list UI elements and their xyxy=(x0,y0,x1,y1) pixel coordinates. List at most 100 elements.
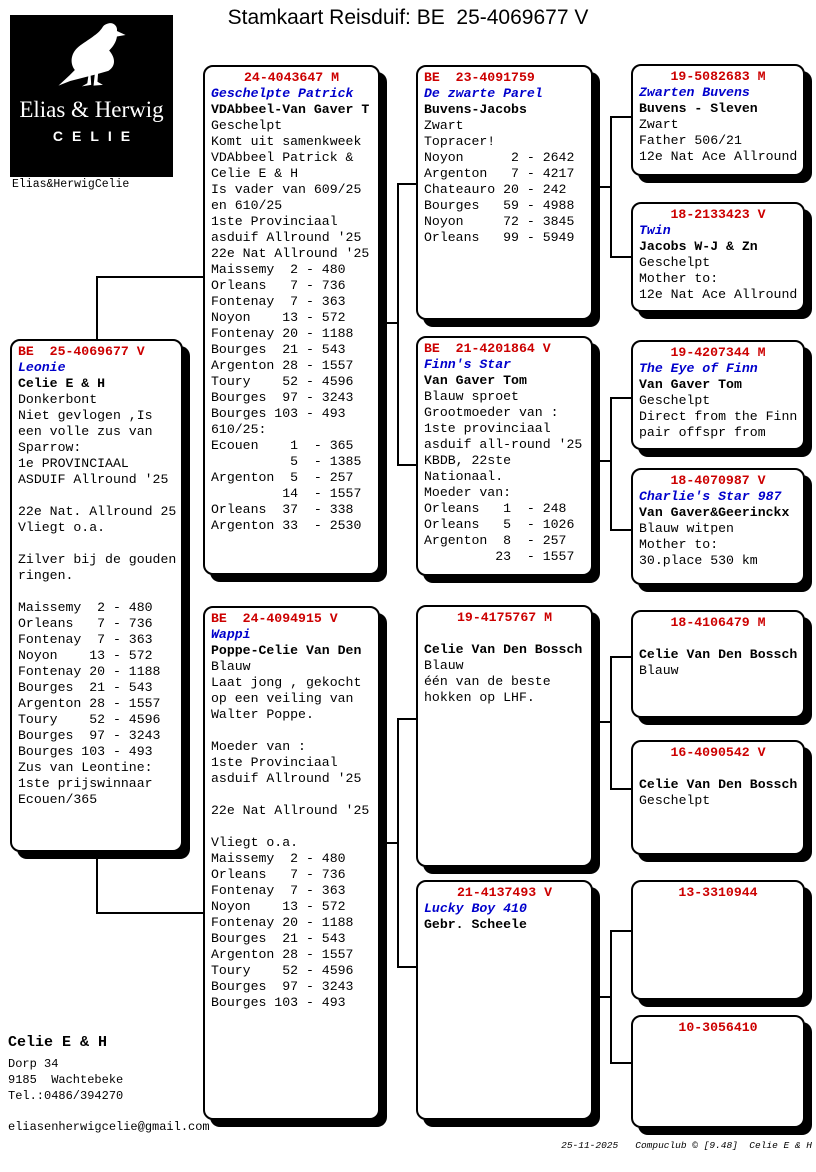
connector-line xyxy=(610,397,631,399)
connector-line xyxy=(96,276,203,278)
connector-line xyxy=(397,464,416,466)
logo-celie-text: CELIE xyxy=(52,128,140,144)
breeder-line: Celie E & H xyxy=(18,376,106,391)
breeder-line: Jacobs W-J & Zn xyxy=(639,239,758,254)
pigeon-name: Leonie xyxy=(18,360,66,375)
pigeon-name: Wappi xyxy=(211,627,251,642)
owner-address: Dorp 34 9185 Wachtebeke Tel.:0486/394270 xyxy=(8,1057,124,1103)
connector-line xyxy=(593,996,611,998)
pigeon-details: Geschelpt Mother to: 12e Nat Ace Allroun… xyxy=(639,255,798,302)
breeder-line xyxy=(639,1052,797,1068)
connector-line xyxy=(610,397,612,531)
connector-line xyxy=(96,276,98,341)
pigeon-name: Charlie's Star 987 xyxy=(639,489,782,504)
pedigree-box-fmm: 18-4070987 V Charlie's Star 987 Van Gave… xyxy=(631,468,805,585)
ring-number: 24-4043647 M xyxy=(244,70,339,85)
logo-name-text: Elias & Herwig xyxy=(19,97,164,122)
pigeon-details: Blauw witpen Mother to: 30.place 530 km xyxy=(639,521,758,568)
breeder-line: VDAbbeel-Van Gaver T xyxy=(211,102,370,117)
pedigree-box-fff: 19-5082683 M Zwarten Buvens Buvens - Sle… xyxy=(631,64,805,176)
pigeon-icon xyxy=(53,15,131,98)
breeder-line: Van Gaver&Geerinckx xyxy=(639,505,790,520)
pedigree-box-mfm: 16-4090542 V Celie Van Den Bossch Gesche… xyxy=(631,740,805,855)
ring-number: 13-3310944 xyxy=(678,885,758,900)
breeder-line: Celie Van Den Bossch xyxy=(639,647,798,662)
breeder-line: Poppe-Celie Van Den xyxy=(211,643,362,658)
pigeon-details: Geschelpt Komt uit samenkweek VDAbbeel P… xyxy=(211,118,370,533)
ring-number: 18-2133423 V xyxy=(670,207,766,222)
connector-line xyxy=(610,930,631,932)
pedigree-box-mmm: 10-3056410 xyxy=(631,1015,805,1128)
pigeon-name xyxy=(639,1036,797,1052)
connector-line xyxy=(610,930,612,1064)
breeder-line: Celie Van Den Bossch xyxy=(424,642,583,657)
pigeon-name xyxy=(639,901,797,917)
pigeon-name: Finn's Star xyxy=(424,357,512,372)
connector-line xyxy=(610,256,631,258)
ring-number: 16-4090542 V xyxy=(670,745,766,760)
connector-line xyxy=(610,788,631,790)
pigeon-name xyxy=(424,626,585,642)
pigeon-name: The Eye of Finn xyxy=(639,361,758,376)
breeder-line: Celie Van Den Bossch xyxy=(639,777,798,792)
connector-line xyxy=(593,186,611,188)
breeder-line: Buvens - Sleven xyxy=(639,101,758,116)
ring-number: 18-4106479 M xyxy=(670,615,766,630)
ring-number: 18-4070987 V xyxy=(670,473,766,488)
pigeon-details: Donkerbont Niet gevlogen ,Is een volle z… xyxy=(18,392,177,807)
pedigree-box-mff: 18-4106479 M Celie Van Den Bossch Blauw xyxy=(631,610,805,718)
pigeon-details: Geschelpt Direct from the Finn pair offs… xyxy=(639,393,798,440)
connector-line xyxy=(397,183,399,466)
connector-line xyxy=(593,721,611,723)
connector-line xyxy=(397,718,416,720)
pigeon-name: Zwarten Buvens xyxy=(639,85,750,100)
ring-number: BE 21-4201864 V xyxy=(424,341,551,356)
pedigree-box-ffm: 18-2133423 V Twin Jacobs W-J & Zn Gesche… xyxy=(631,202,805,312)
connector-line xyxy=(397,183,416,185)
ring-number: BE 25-4069677 V xyxy=(18,344,145,359)
footer-print-info: 25-11-2025 Compuclub © [9.48] Celie E & … xyxy=(561,1140,812,1151)
connector-line xyxy=(380,842,398,844)
pedigree-box-fmf: 19-4207344 M The Eye of Finn Van Gaver T… xyxy=(631,340,805,450)
pigeon-details: Blauw Laat jong , gekocht op een veiling… xyxy=(211,659,370,1010)
pigeon-name xyxy=(639,631,797,647)
owner-email: eliasenherwigcelie@gmail.com xyxy=(8,1120,210,1134)
ring-number: 21-4137493 V xyxy=(457,885,552,900)
pigeon-details: Blauw xyxy=(639,663,679,678)
connector-line xyxy=(610,116,612,258)
pigeon-details: Zwart Topracer! Noyon 2 - 2642 Argenton … xyxy=(424,118,575,245)
connector-line xyxy=(593,460,611,462)
ring-number: 19-4175767 M xyxy=(457,610,552,625)
pigeon-details: Geschelpt xyxy=(639,793,711,808)
pedigree-box-fm: BE 21-4201864 V Finn's Star Van Gaver To… xyxy=(416,336,593,576)
connector-line xyxy=(610,656,612,790)
breeder-line: Buvens-Jacobs xyxy=(424,102,527,117)
pedigree-box-father: 24-4043647 M Geschelpte Patrick VDAbbeel… xyxy=(203,65,380,575)
connector-line xyxy=(96,852,98,914)
logo-caption: Elias&HerwigCelie xyxy=(12,178,130,191)
pedigree-box-mm: 21-4137493 V Lucky Boy 410 Gebr. Scheele xyxy=(416,880,593,1120)
ring-number: 19-4207344 M xyxy=(670,345,766,360)
page-title: Stamkaart Reisduif: BE 25-4069677 V xyxy=(227,6,589,29)
breeder-line: Van Gaver Tom xyxy=(639,377,742,392)
pigeon-name: Lucky Boy 410 xyxy=(424,901,527,916)
connector-line xyxy=(96,912,203,914)
pigeon-name: Twin xyxy=(639,223,671,238)
ring-number: BE 24-4094915 V xyxy=(211,611,338,626)
ring-number: 10-3056410 xyxy=(678,1020,758,1035)
pedigree-box-mf: 19-4175767 M Celie Van Den Bossch Blauw … xyxy=(416,605,593,867)
owner-name: Celie E & H xyxy=(8,1034,108,1051)
connector-line xyxy=(397,966,416,968)
pigeon-name: De zwarte Parel xyxy=(424,86,543,101)
pigeon-details: Blauw sproet Grootmoeder van : 1ste prov… xyxy=(424,389,583,564)
pigeon-name xyxy=(639,761,797,777)
breeder-line: Van Gaver Tom xyxy=(424,373,527,388)
connector-line xyxy=(610,529,631,531)
breeder-line xyxy=(639,917,797,933)
connector-line xyxy=(610,116,631,118)
pigeon-name: Geschelpte Patrick xyxy=(211,86,354,101)
pedigree-box-subject: BE 25-4069677 V Leonie Celie E & H Donke… xyxy=(10,339,183,852)
ring-number: BE 23-4091759 xyxy=(424,70,535,85)
pigeon-details: Zwart Father 506/21 12e Nat Ace Allround xyxy=(639,117,798,164)
connector-line xyxy=(380,322,398,324)
